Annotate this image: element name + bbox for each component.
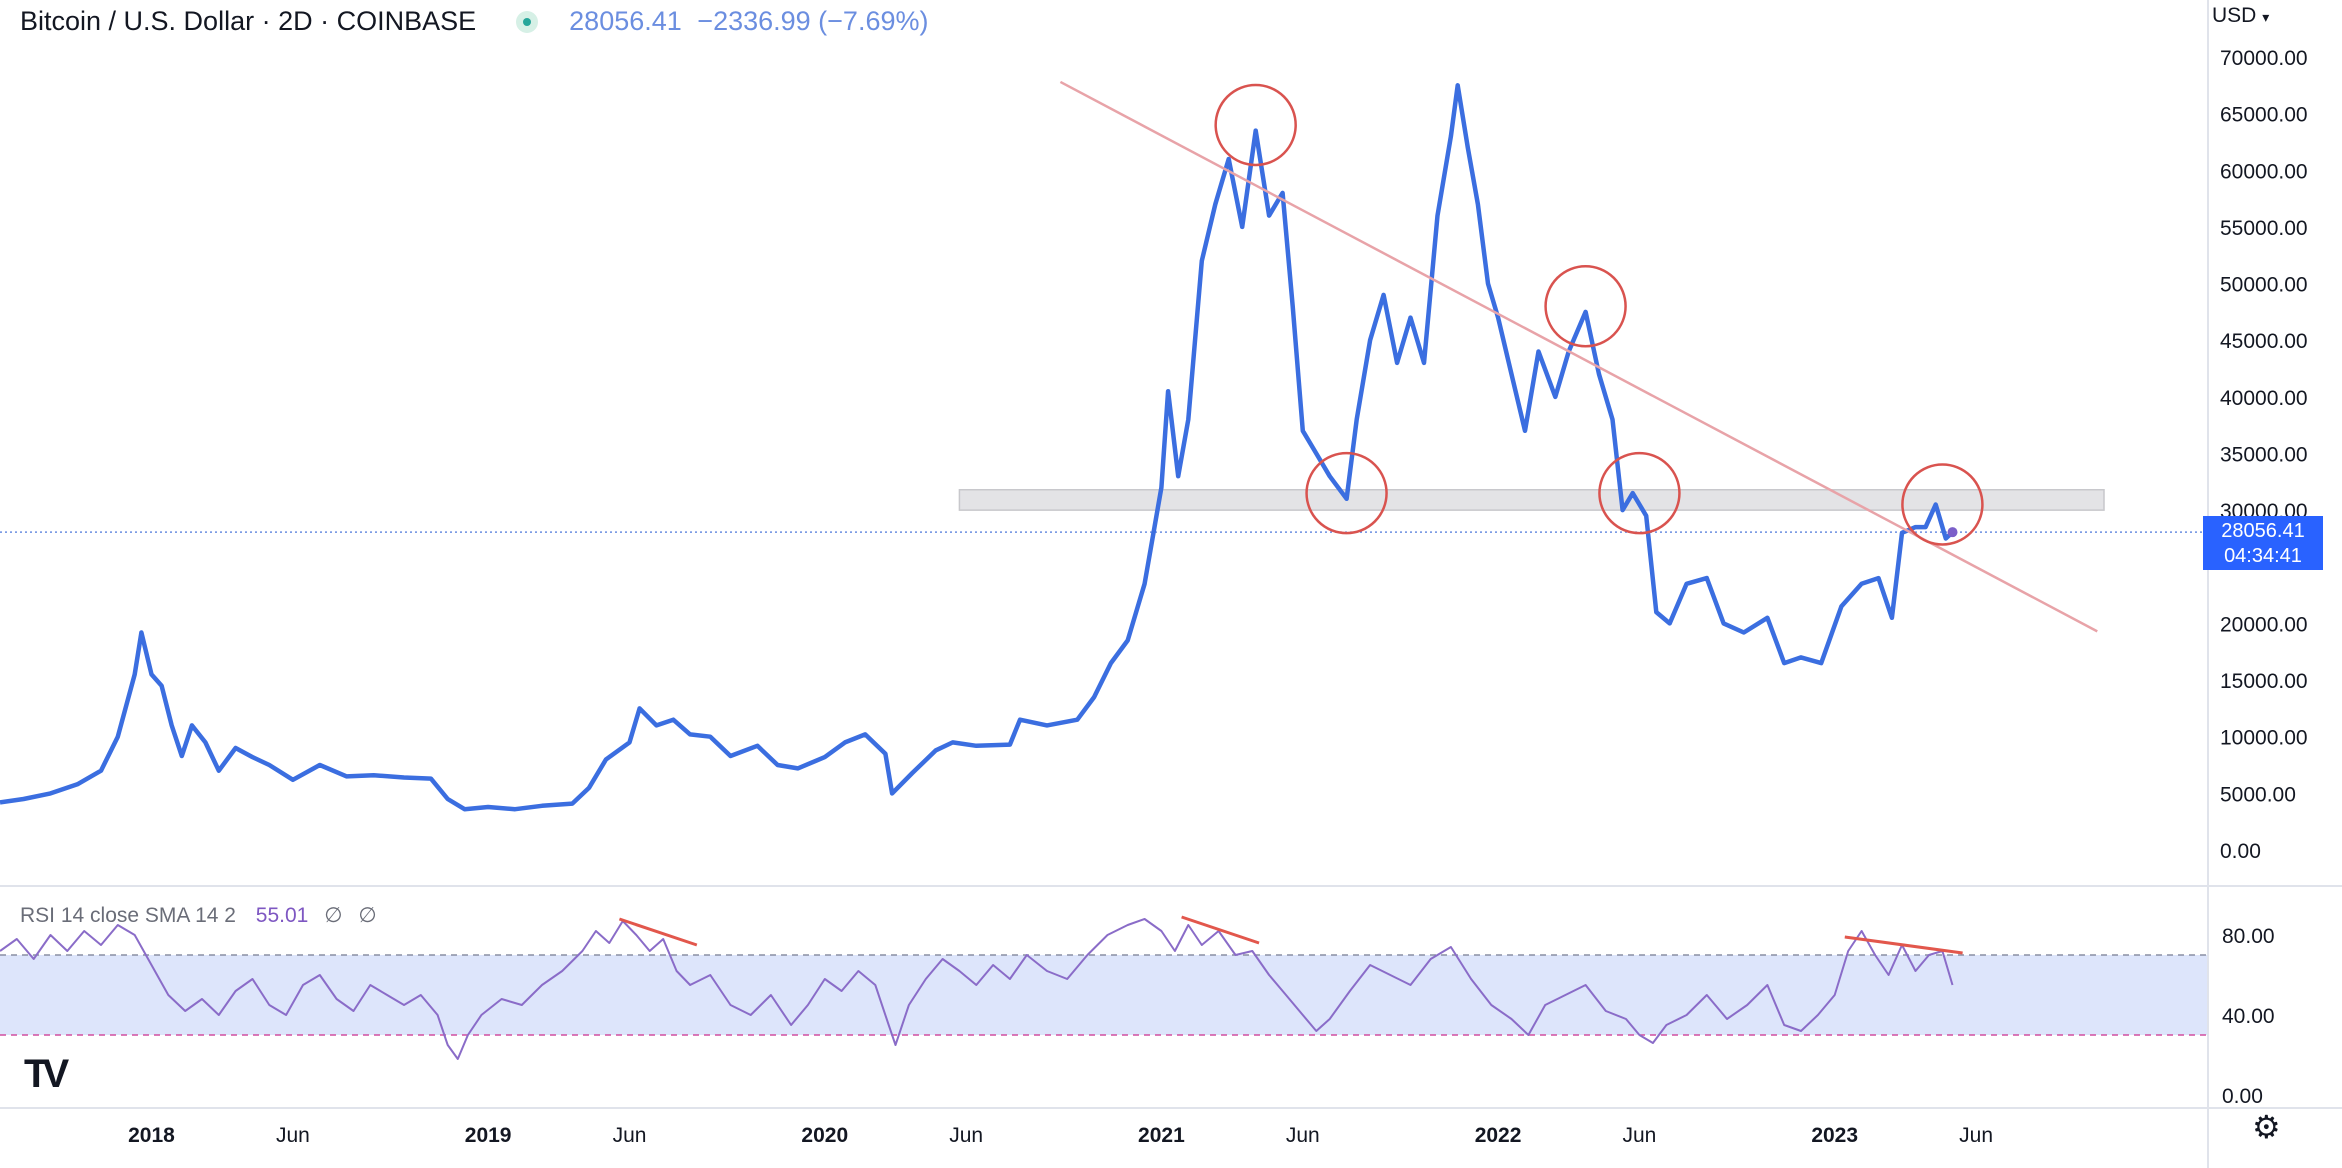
rsi-axis-label: 80.00	[2222, 925, 2275, 948]
price-axis-label: 40000.00	[2220, 387, 2308, 410]
last-price-badge: 28056.41 04:34:41	[2203, 516, 2323, 570]
last-price-dot	[1947, 527, 1958, 538]
trendline[interactable]	[1059, 80, 2098, 633]
price-axis-label: 65000.00	[2220, 104, 2308, 127]
price-axis-label: 0.00	[2220, 840, 2261, 863]
rsi-axis-label: 0.00	[2222, 1085, 2263, 1108]
time-axis-label: Jun	[949, 1124, 983, 1147]
rsi-axis-label: 40.00	[2222, 1005, 2275, 1028]
price-axis-label: 45000.00	[2220, 330, 2308, 353]
price-axis-label: 50000.00	[2220, 274, 2308, 297]
price-series-line[interactable]	[0, 83, 1955, 812]
settings-off-icon[interactable]: ∅	[358, 904, 377, 927]
rsi-label: RSI 14 close SMA 14 2	[20, 904, 236, 927]
time-axis-label: 2023	[1811, 1124, 1858, 1147]
price-axis-label: 5000.00	[2220, 783, 2296, 806]
time-axis-label: 2020	[801, 1124, 848, 1147]
circle-annotation-1[interactable]	[1214, 83, 1297, 167]
badge-price: 28056.41	[2221, 520, 2305, 542]
currency-selector[interactable]: USD ▾	[2212, 4, 2269, 28]
time-axis-label: 2019	[465, 1124, 512, 1147]
rsi-series-line[interactable]	[0, 918, 1954, 1060]
price-change: −2336.99 (−7.69%)	[697, 6, 929, 36]
circle-annotation-3[interactable]	[1544, 264, 1627, 348]
circle-annotation-5[interactable]	[1901, 463, 1984, 546]
price-axis-label: 55000.00	[2220, 217, 2308, 240]
price-axis-label: 10000.00	[2220, 727, 2308, 750]
price-pane[interactable]	[0, 80, 2208, 812]
circle-annotation-4[interactable]	[1598, 451, 1681, 535]
rsi-pane[interactable]	[0, 915, 2208, 1060]
tradingview-logo-icon[interactable]: TV	[24, 1052, 70, 1096]
price-axis-label: 70000.00	[2220, 47, 2308, 70]
rsi-divergence-line-3[interactable]	[1844, 935, 1963, 955]
hide-icon[interactable]: ∅	[324, 904, 343, 927]
gear-icon[interactable]: ⚙	[2252, 1109, 2281, 1145]
time-axis-label: Jun	[1286, 1124, 1320, 1147]
chevron-down-icon: ▾	[2262, 9, 2270, 25]
time-axis-label: Jun	[613, 1124, 647, 1147]
price-axis-label: 20000.00	[2220, 613, 2308, 636]
price-axis-label: 35000.00	[2220, 444, 2308, 467]
rsi-value: 55.01	[255, 904, 309, 927]
symbol-title[interactable]: Bitcoin / U.S. Dollar · 2D · COINBASE	[20, 6, 477, 36]
time-axis-label: Jun	[1959, 1124, 1993, 1147]
time-axis-label: Jun	[276, 1124, 310, 1147]
rsi-legend[interactable]: RSI 14 close SMA 14 2 55.01 ∅ ∅	[20, 903, 377, 928]
market-status-icon	[515, 11, 538, 33]
rsi-band	[0, 955, 2208, 1035]
currency-label: USD	[2212, 4, 2257, 27]
rsi-divergence-line-1[interactable]	[618, 917, 698, 947]
circle-annotation-2[interactable]	[1305, 451, 1388, 535]
time-axis-label: 2022	[1475, 1124, 1522, 1147]
chart-header: Bitcoin / U.S. Dollar · 2D · COINBASE 28…	[20, 6, 928, 37]
time-axis-label: 2021	[1138, 1124, 1185, 1147]
badge-countdown: 04:34:41	[2224, 545, 2302, 567]
time-axis-label: Jun	[1623, 1124, 1657, 1147]
support-resistance-zone[interactable]	[958, 489, 2105, 511]
last-price: 28056.41	[569, 6, 682, 36]
time-axis-label: 2018	[128, 1124, 175, 1147]
rsi-divergence-line-2[interactable]	[1181, 915, 1260, 945]
price-axis-label: 60000.00	[2220, 160, 2308, 183]
price-axis-label: 15000.00	[2220, 670, 2308, 693]
